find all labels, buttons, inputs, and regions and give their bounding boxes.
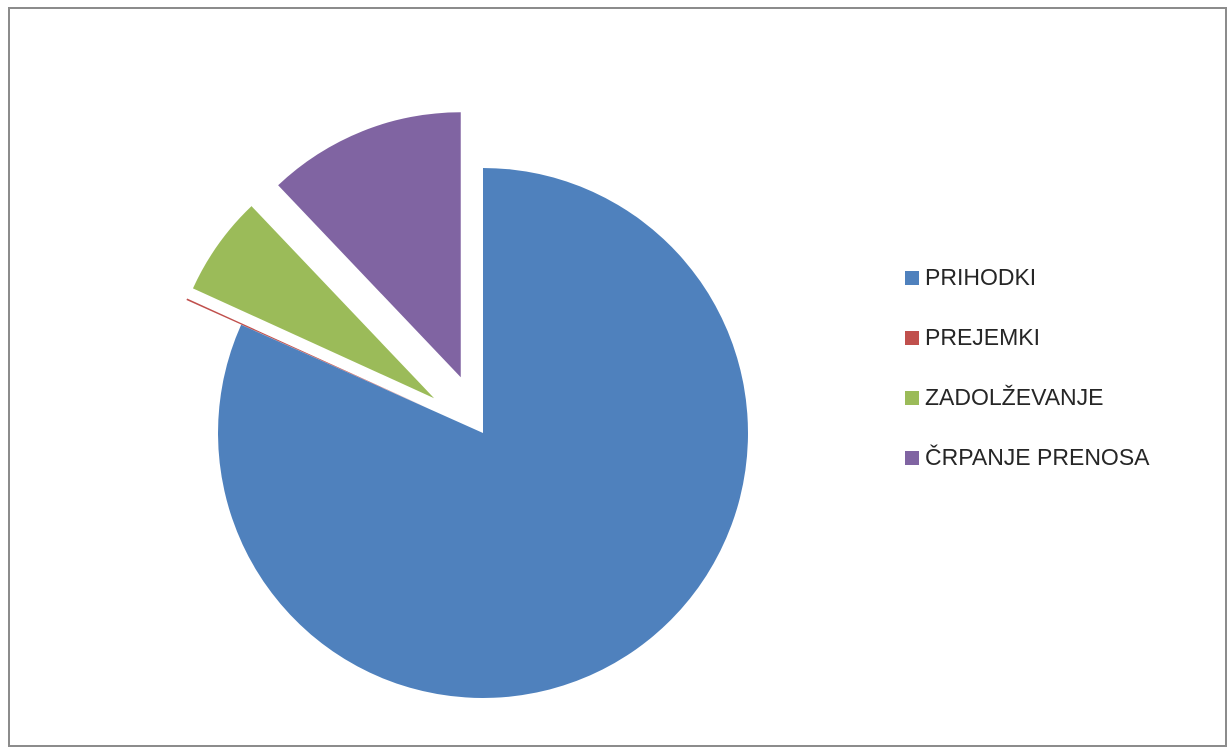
legend-label: PREJEMKI <box>925 324 1040 351</box>
legend-item-prejemki: PREJEMKI <box>905 322 1150 353</box>
legend-swatch <box>905 451 919 465</box>
legend-swatch <box>905 271 919 285</box>
legend-item-prihodki: PRIHODKI <box>905 262 1150 293</box>
legend-label: ZADOLŽEVANJE <box>925 384 1104 411</box>
pie-slice-prihodki <box>218 168 748 698</box>
legend-item-crpanje-prenosa: ČRPANJE PRENOSA <box>905 442 1150 473</box>
chart-legend: PRIHODKI PREJEMKI ZADOLŽEVANJE ČRPANJE P… <box>905 262 1150 502</box>
legend-swatch <box>905 331 919 345</box>
legend-swatch <box>905 391 919 405</box>
legend-label: PRIHODKI <box>925 264 1036 291</box>
pie-slices <box>186 112 748 698</box>
legend-item-zadolzevanje: ZADOLŽEVANJE <box>905 382 1150 413</box>
legend-label: ČRPANJE PRENOSA <box>925 444 1150 471</box>
